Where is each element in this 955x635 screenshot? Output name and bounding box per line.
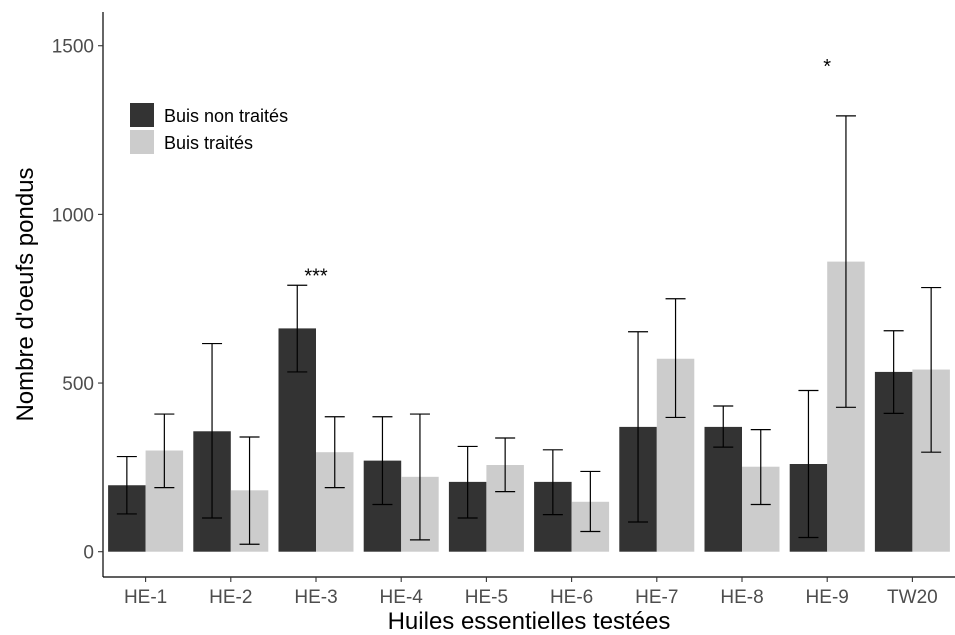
y-tick-label: 1500: [52, 37, 94, 58]
axes: [102, 12, 955, 578]
error-bar: [116, 455, 137, 515]
error-bar: [287, 284, 308, 373]
error-bar: [239, 436, 260, 545]
x-tick-label: HE-6: [550, 587, 593, 608]
significance-label: ***: [304, 265, 328, 287]
error-bar: [750, 428, 771, 506]
error-bar: [542, 449, 563, 516]
x-tick-label: HE-3: [294, 587, 337, 608]
error-bar: [628, 331, 649, 523]
significance-annotations: ****: [304, 56, 831, 287]
y-tick-label: 0: [83, 543, 94, 564]
error-bar: [154, 413, 175, 489]
error-bar: [883, 330, 904, 415]
error-bar: [713, 405, 734, 448]
error-bar: [372, 416, 393, 506]
legend-label: Buis traités: [164, 133, 253, 153]
legend-label: Buis non traités: [164, 106, 288, 126]
legend-swatch: [130, 103, 154, 127]
legend-swatch: [130, 130, 154, 154]
significance-label: *: [823, 56, 831, 78]
error-bar: [457, 445, 478, 519]
x-tick-label: HE-5: [465, 587, 508, 608]
x-axis-ticks: HE-1 HE-2 HE-3 HE-4 HE-5 HE-6 HE-7 HE-8 HE-9 TW20: [124, 577, 938, 608]
x-tick-label: HE-7: [635, 587, 678, 608]
y-axis-title: Nombre d'oeufs pondus: [12, 167, 39, 421]
error-bar: [580, 470, 601, 533]
error-bar: [921, 286, 942, 453]
x-tick-label: HE-4: [380, 587, 424, 608]
y-tick-label: 1000: [52, 205, 94, 226]
error-bar: [835, 115, 856, 408]
error-bar: [798, 389, 819, 539]
legend: Buis non traités Buis traités: [130, 103, 288, 154]
error-bar: [665, 298, 686, 419]
error-bar: [495, 437, 516, 493]
error-bar: [409, 413, 430, 541]
y-axis-ticks: 0 500 1000 1500: [52, 37, 103, 564]
error-bar: [324, 416, 345, 489]
x-tick-label: HE-1: [124, 587, 167, 608]
x-axis-title: Huiles essentielles testées: [388, 608, 671, 635]
bars: [108, 261, 950, 552]
y-tick-label: 500: [62, 374, 94, 395]
x-tick-label: HE-2: [209, 587, 252, 608]
x-tick-label: HE-8: [720, 587, 763, 608]
error-bar: [202, 342, 223, 519]
x-tick-label: HE-9: [806, 587, 849, 608]
error-bars: [116, 115, 942, 545]
x-tick-label: TW20: [887, 587, 938, 608]
